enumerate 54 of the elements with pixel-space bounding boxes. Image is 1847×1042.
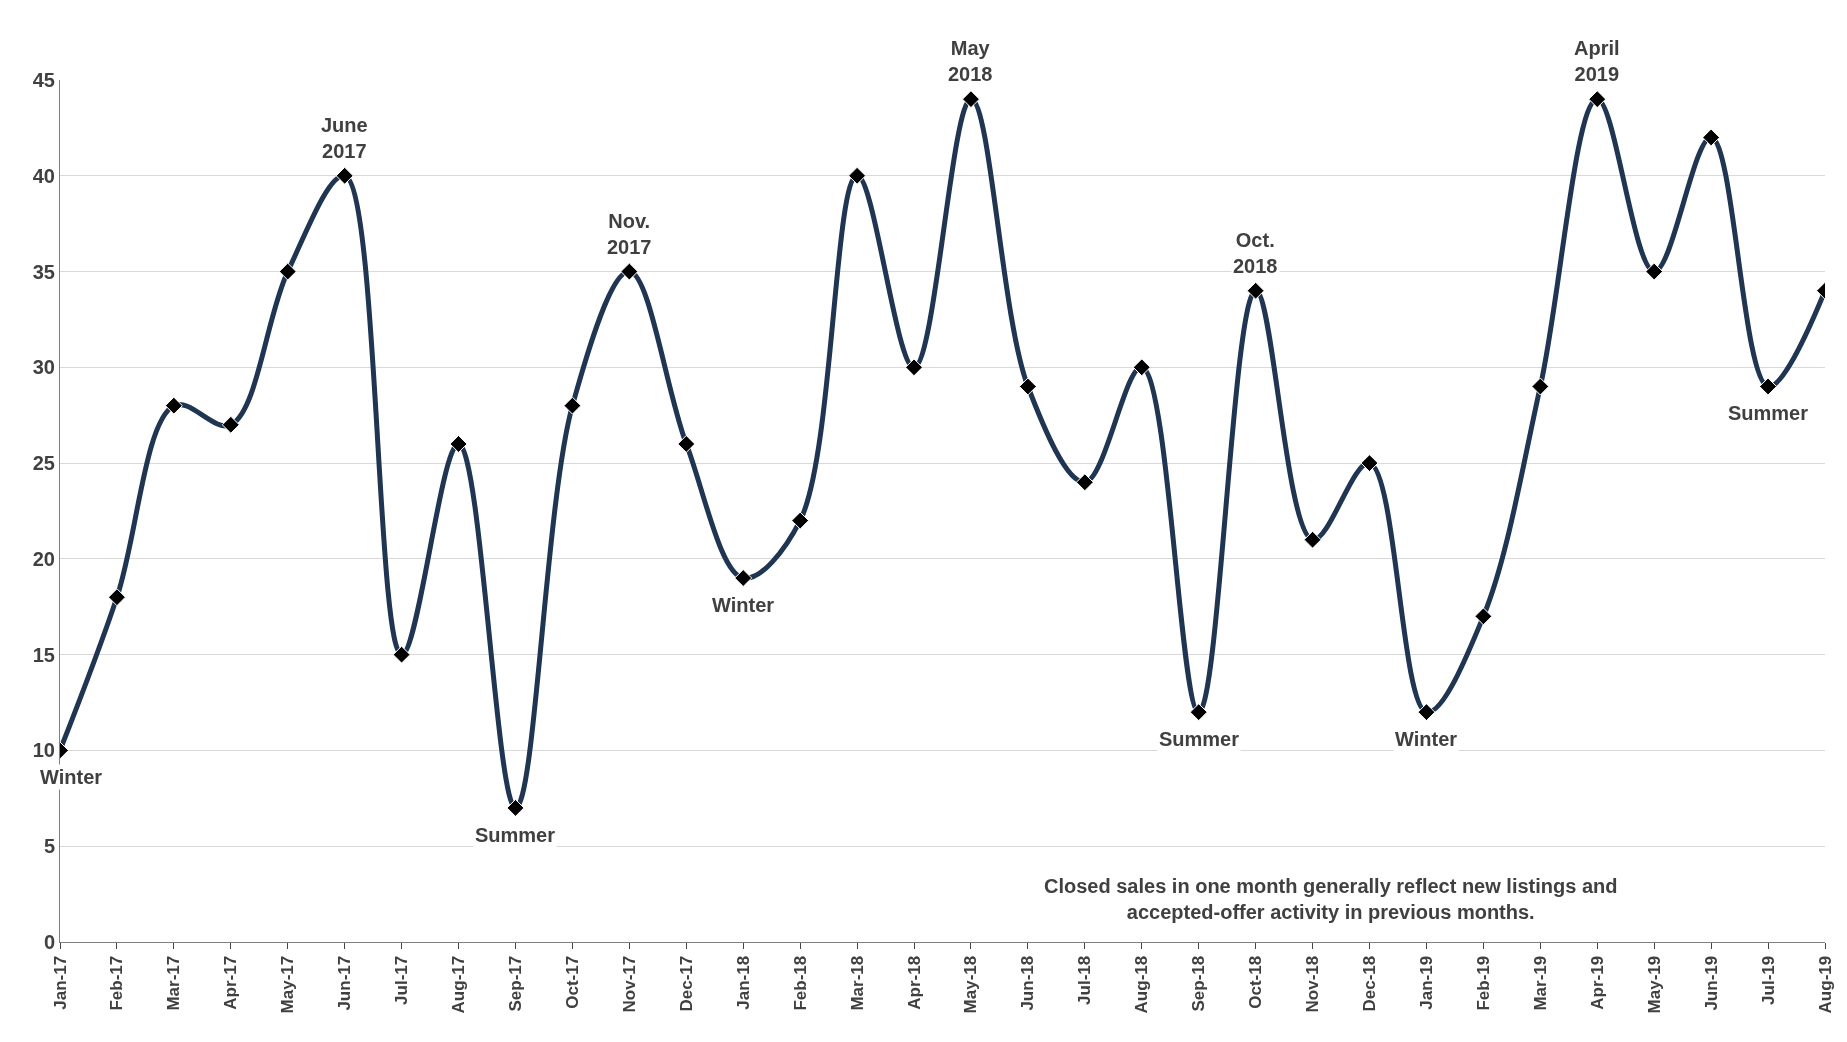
x-tick-label: Jul-18 <box>1075 955 1095 1005</box>
x-tick-label: Sep-18 <box>1189 955 1209 1012</box>
x-tick-label: Feb-18 <box>790 955 810 1011</box>
y-tick-label: 10 <box>32 739 55 762</box>
annotation: Summer <box>1728 402 1809 424</box>
x-tick-label: Aug-17 <box>449 955 469 1014</box>
y-tick-label: 5 <box>43 835 55 858</box>
annotation: Winter <box>1395 728 1458 750</box>
x-tick-label: Jun-18 <box>1018 955 1038 1011</box>
x-tick-label: Apr-18 <box>904 955 924 1010</box>
x-tick-label: Jan-17 <box>50 955 70 1010</box>
x-tick-label: Feb-17 <box>107 955 127 1011</box>
x-tick-label: Jan-18 <box>733 955 753 1010</box>
x-tick-label: Jul-17 <box>392 955 412 1005</box>
x-tick-label: Dec-17 <box>676 955 696 1012</box>
annotation: May 2018 <box>948 37 993 85</box>
x-tick-label: Nov-18 <box>1303 955 1323 1013</box>
x-tick-label: Apr-19 <box>1587 955 1607 1010</box>
x-tick-label: Mar-17 <box>164 955 184 1011</box>
x-tick-label: Jul-19 <box>1758 955 1778 1005</box>
y-tick-label: 15 <box>32 643 55 666</box>
x-tick-label: Dec-18 <box>1360 955 1380 1012</box>
annotation: Oct. 2018 <box>1233 229 1278 277</box>
x-tick-label: Mar-18 <box>847 955 867 1011</box>
x-tick-label: Oct-17 <box>562 955 582 1009</box>
annotation: Nov. 2017 <box>607 210 652 258</box>
annotation: Winter <box>40 766 103 788</box>
annotation: Summer <box>1159 728 1240 750</box>
x-tick-label: Aug-18 <box>1132 955 1152 1014</box>
annotation: Summer <box>475 824 556 846</box>
annotation: Closed sales in one month generally reflect new listings and accepted-offer activity in previous months. <box>1044 875 1618 923</box>
y-tick-label: 30 <box>32 356 55 379</box>
annotation: April 2019 <box>1574 37 1620 85</box>
annotation: Winter <box>712 594 775 616</box>
y-tick-label: 20 <box>32 547 55 570</box>
x-tick-label: Jun-17 <box>335 955 355 1011</box>
x-tick-label: May-18 <box>961 955 981 1014</box>
x-tick-label: Sep-17 <box>506 955 526 1012</box>
x-tick-label: May-19 <box>1644 955 1664 1014</box>
x-tick-label: Feb-19 <box>1473 955 1493 1011</box>
x-tick-label: May-17 <box>278 955 298 1014</box>
x-tick-label: Apr-17 <box>221 955 241 1010</box>
x-tick-label: Oct-18 <box>1246 955 1266 1009</box>
y-tick-label: 40 <box>32 164 55 187</box>
x-tick-label: Jun-19 <box>1701 955 1721 1011</box>
y-tick-label: 35 <box>32 260 55 283</box>
x-tick-label: Jan-19 <box>1416 955 1436 1010</box>
x-tick-label: Aug-19 <box>1815 955 1835 1014</box>
y-tick-label: 25 <box>32 452 55 475</box>
x-tick-label: Nov-17 <box>619 955 639 1013</box>
y-tick-label: 0 <box>43 931 55 953</box>
x-tick-label: Mar-19 <box>1530 955 1550 1011</box>
annotation: June 2017 <box>321 114 368 162</box>
y-tick-label: 45 <box>32 69 55 91</box>
